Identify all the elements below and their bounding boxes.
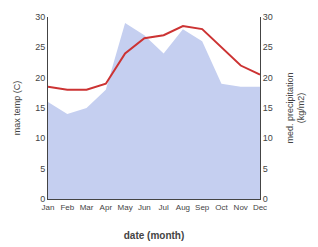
svg-text:30: 30 bbox=[263, 12, 273, 22]
svg-text:Feb: Feb bbox=[60, 203, 74, 212]
svg-text:Apr: Apr bbox=[100, 203, 113, 212]
svg-text:10: 10 bbox=[263, 133, 273, 143]
svg-text:Mar: Mar bbox=[80, 203, 94, 212]
svg-text:Jan: Jan bbox=[42, 203, 55, 212]
svg-text:Nov: Nov bbox=[234, 203, 248, 212]
svg-text:Jun: Jun bbox=[138, 203, 151, 212]
svg-text:Aug: Aug bbox=[176, 203, 190, 212]
svg-text:date (month): date (month) bbox=[124, 230, 185, 241]
svg-text:max temp (C): max temp (C) bbox=[12, 81, 22, 136]
svg-text:Dec: Dec bbox=[253, 203, 267, 212]
svg-text:May: May bbox=[118, 203, 133, 212]
svg-text:Sep: Sep bbox=[195, 203, 210, 212]
svg-text:10: 10 bbox=[35, 133, 45, 143]
svg-text:25: 25 bbox=[35, 42, 45, 52]
svg-text:Oct: Oct bbox=[215, 203, 228, 212]
svg-text:0: 0 bbox=[263, 194, 268, 204]
svg-text:med. precipitation(kg/m2): med. precipitation(kg/m2) bbox=[285, 72, 307, 143]
svg-text:5: 5 bbox=[40, 164, 45, 174]
svg-text:0: 0 bbox=[40, 194, 45, 204]
svg-text:20: 20 bbox=[35, 73, 45, 83]
svg-text:15: 15 bbox=[263, 103, 273, 113]
svg-text:20: 20 bbox=[263, 73, 273, 83]
svg-text:15: 15 bbox=[35, 103, 45, 113]
svg-text:Jul: Jul bbox=[159, 203, 169, 212]
svg-text:30: 30 bbox=[35, 12, 45, 22]
svg-text:25: 25 bbox=[263, 42, 273, 52]
svg-text:5: 5 bbox=[263, 164, 268, 174]
